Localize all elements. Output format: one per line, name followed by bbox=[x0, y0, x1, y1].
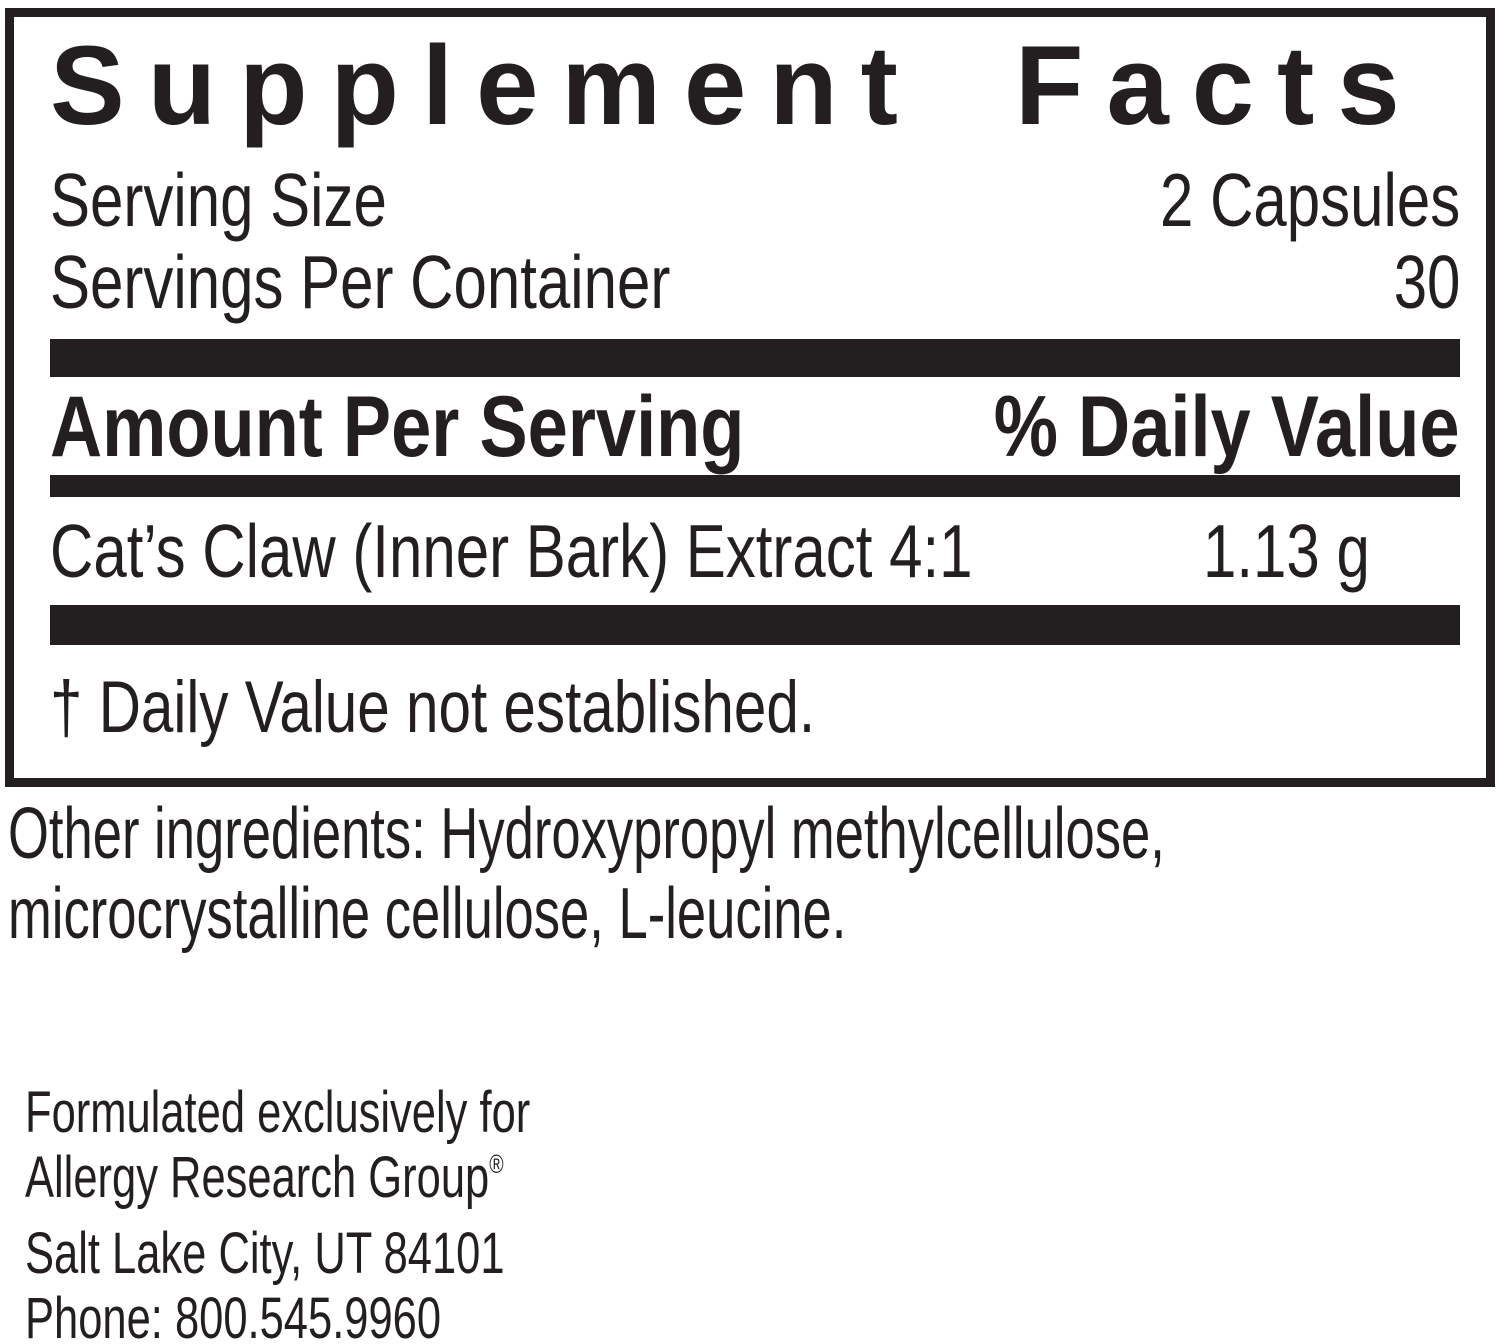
servings-per-container-label: Servings Per Container bbox=[50, 240, 671, 324]
registered-trademark-symbol: ® bbox=[489, 1149, 504, 1179]
thin-divider-bar bbox=[50, 475, 1460, 497]
serving-size-label: Serving Size bbox=[50, 158, 387, 242]
city-state-zip-line: Salt Lake City, UT 84101 bbox=[25, 1221, 505, 1286]
panel-title: Supplement Facts bbox=[50, 23, 1423, 148]
distributor-info: Formulated exclusively for Allergy Resea… bbox=[25, 1080, 699, 1344]
ingredient-amount: 1.13 g bbox=[1203, 509, 1370, 593]
other-ingredients-line-2: microcrystalline cellulose, L-leucine. bbox=[8, 874, 847, 954]
daily-value-header: % Daily Value bbox=[994, 379, 1460, 475]
brand-name-line: Allergy Research Group® bbox=[25, 1145, 530, 1221]
daily-value-footnote: † Daily Value not established. bbox=[50, 669, 1460, 747]
ingredient-row: Cat’s Claw (Inner Bark) Extract 4:1 1.13… bbox=[50, 511, 1460, 591]
servings-per-container-value: 30 bbox=[1393, 240, 1460, 324]
serving-size-value: 2 Capsules bbox=[1159, 158, 1460, 242]
servings-per-container-row: Servings Per Container 30 bbox=[50, 241, 1460, 323]
daily-value-footnote-text: † Daily Value not established. bbox=[50, 667, 816, 748]
supplement-facts-panel: Supplement Facts Serving Size 2 Capsules… bbox=[5, 8, 1495, 787]
ingredient-amount-cell: 1.13 g bbox=[1203, 511, 1378, 591]
formulated-for-line: Formulated exclusively for bbox=[25, 1080, 531, 1145]
column-headers-row: Amount Per Serving % Daily Value bbox=[50, 379, 1460, 475]
other-ingredients-line-1: Other ingredients: Hydroxypropyl methylc… bbox=[8, 794, 1165, 874]
ingredient-name: Cat’s Claw (Inner Bark) Extract 4:1 bbox=[50, 509, 973, 593]
thick-divider-bar-bottom bbox=[50, 605, 1460, 645]
phone-line: Phone: 800.545.9960 bbox=[25, 1286, 442, 1344]
ingredient-daily-value-cell: † bbox=[1378, 511, 1500, 591]
amount-per-serving-header: Amount Per Serving bbox=[50, 379, 745, 475]
brand-name: Allergy Research Group bbox=[25, 1145, 490, 1210]
serving-size-row: Serving Size 2 Capsules bbox=[50, 159, 1460, 241]
thick-divider-bar-top bbox=[50, 339, 1460, 377]
other-ingredients: Other ingredients: Hydroxypropyl methylc… bbox=[8, 794, 1500, 954]
